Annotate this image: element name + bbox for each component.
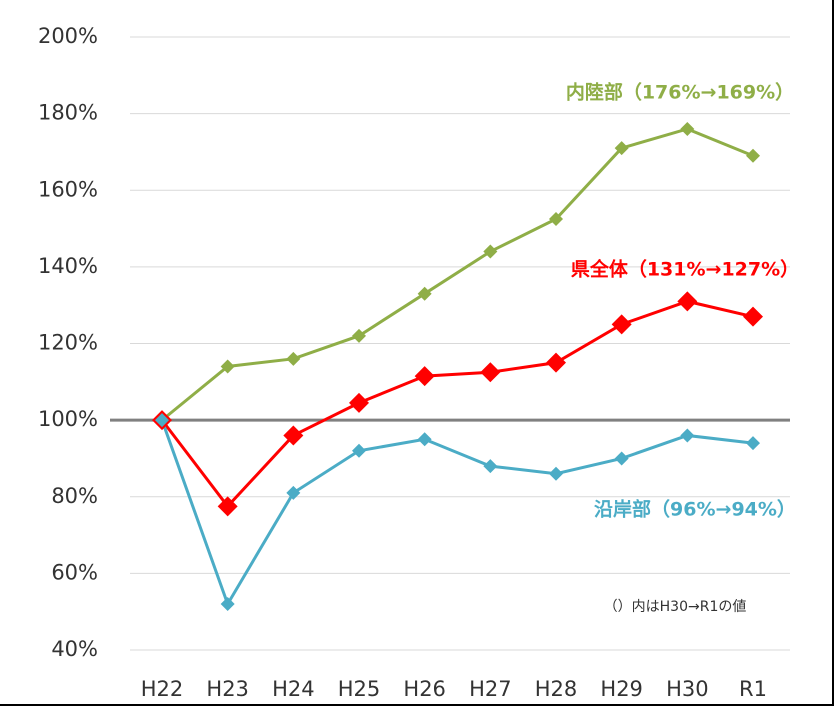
marker: [480, 362, 501, 383]
marker: [417, 432, 432, 447]
x-tick-label: H28: [535, 677, 578, 701]
series-line: [160, 419, 754, 608]
x-tick-label: H27: [469, 677, 512, 701]
marker: [155, 413, 169, 428]
y-tick-label: 100%: [38, 407, 98, 431]
series-line: [161, 127, 754, 422]
marker: [746, 436, 760, 451]
x-tick-label: H29: [600, 677, 643, 701]
x-tick-label: H30: [666, 677, 709, 701]
marker: [680, 428, 695, 443]
marker: [286, 485, 301, 500]
marker: [614, 141, 629, 156]
y-tick-label: 40%: [51, 637, 98, 661]
x-tick-label: H25: [338, 677, 381, 701]
y-tick-label: 160%: [38, 177, 98, 201]
marker: [549, 466, 563, 481]
y-tick-label: 80%: [51, 484, 98, 508]
marker: [349, 392, 369, 413]
marker: [483, 459, 498, 474]
marker: [743, 306, 763, 327]
marker: [611, 314, 632, 335]
marker: [417, 286, 432, 301]
x-tick-label: H22: [141, 677, 184, 701]
x-tick-label: H26: [403, 677, 446, 701]
marker: [546, 352, 566, 373]
y-tick-label: 120%: [38, 331, 98, 355]
y-tick-label: 180%: [38, 101, 98, 125]
series-label: 県全体（131%→127%）: [571, 258, 799, 281]
x-tick-label: H24: [272, 677, 315, 701]
x-tick-label: H23: [206, 677, 249, 701]
note: （）内はH30→R1の値: [604, 599, 747, 615]
marker: [680, 121, 695, 136]
marker: [352, 443, 366, 458]
marker: [414, 366, 435, 387]
marker: [286, 351, 301, 366]
marker: [677, 291, 698, 312]
marker: [614, 451, 629, 466]
marker: [352, 328, 366, 343]
y-tick-label: 60%: [51, 560, 98, 584]
marker: [549, 211, 563, 226]
series-label: 沿岸部（96%→94%）: [594, 498, 796, 521]
y-tick-label: 200%: [38, 24, 98, 48]
series-label: 内陸部（176%→169%）: [566, 81, 794, 104]
marker: [283, 425, 304, 446]
marker: [220, 597, 235, 612]
marker: [220, 359, 235, 374]
marker: [217, 496, 238, 517]
x-tick-label: R1: [739, 677, 767, 701]
marker: [483, 244, 498, 259]
marker: [746, 148, 760, 163]
series-line: [160, 299, 754, 509]
y-tick-label: 140%: [38, 254, 98, 278]
